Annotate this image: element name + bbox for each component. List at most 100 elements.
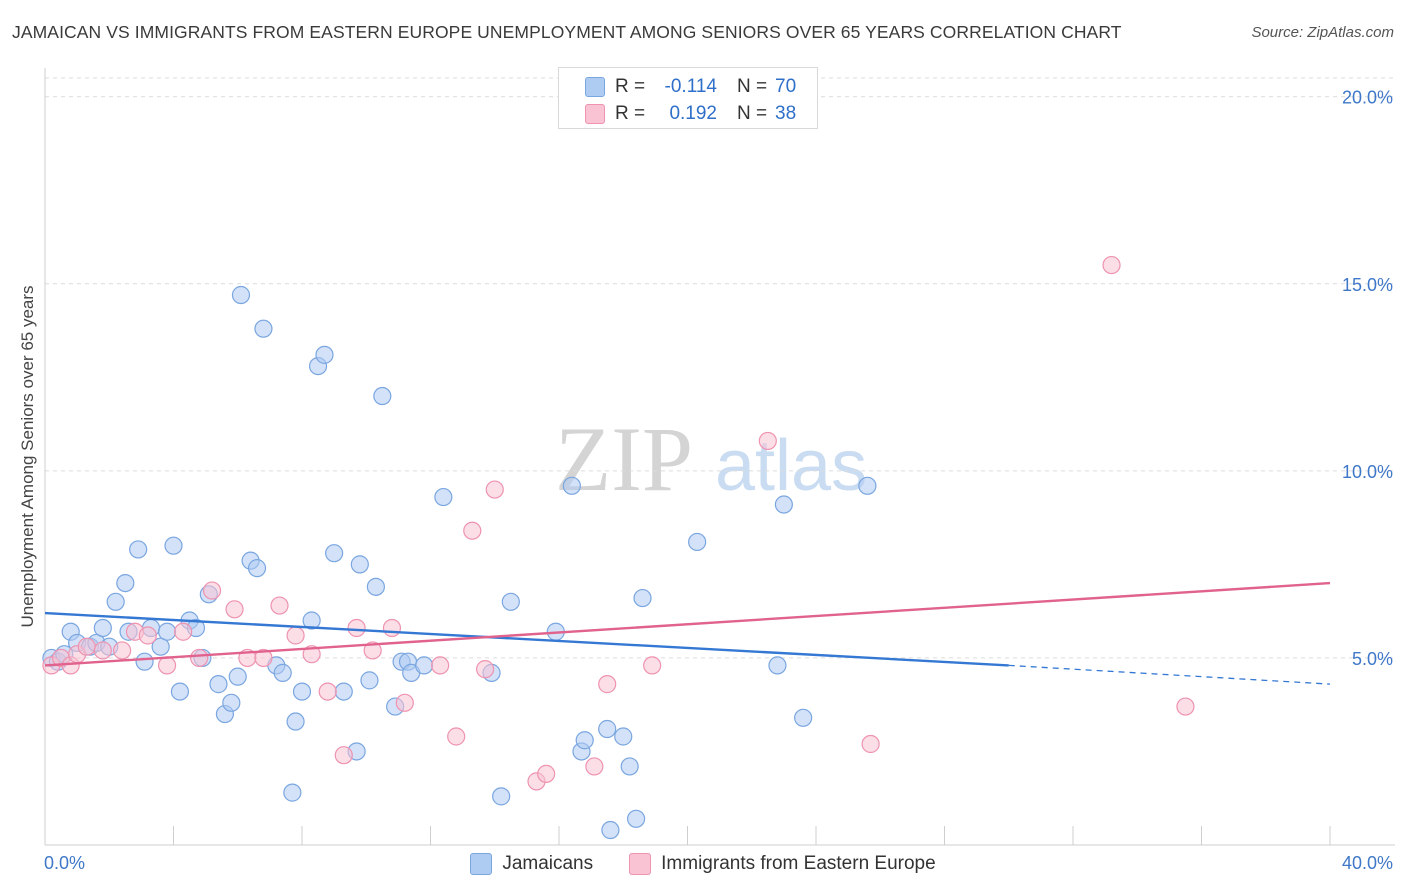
y-axis-label: Unemployment Among Seniors over 65 years	[18, 285, 37, 627]
point-eastern-europe	[447, 727, 466, 746]
point-jamaicans	[620, 757, 639, 776]
watermark-zip: ZIP	[555, 408, 693, 510]
point-eastern-europe	[112, 641, 132, 660]
point-jamaicans	[302, 611, 321, 630]
point-jamaicans	[228, 667, 247, 686]
legend-label-jamaicans: Jamaicans	[502, 853, 594, 874]
legend-n-label: N =	[737, 103, 768, 124]
point-jamaicans	[135, 652, 154, 671]
point-eastern-europe	[318, 682, 337, 701]
point-jamaicans	[325, 544, 344, 563]
point-eastern-europe	[286, 626, 305, 645]
point-eastern-europe	[270, 596, 289, 615]
point-eastern-europe	[537, 764, 556, 784]
point-eastern-europe	[138, 626, 157, 645]
point-jamaicans	[129, 540, 148, 559]
point-eastern-europe	[347, 618, 366, 638]
point-eastern-europe	[334, 746, 353, 765]
trendline-extension-jamaicans	[1008, 664, 1331, 685]
point-eastern-europe	[598, 675, 617, 694]
point-jamaicans	[601, 820, 620, 840]
point-jamaicans	[414, 656, 434, 675]
legend-n-value-eastern-europe: 38	[775, 103, 797, 124]
legend-n-value-jamaicans: 70	[775, 76, 797, 97]
point-jamaicans	[858, 476, 877, 495]
legend-row-jamaicans: R = -0.114 N = 70	[585, 74, 796, 100]
y-tick-label: 5.0%	[1352, 649, 1393, 669]
trendline-eastern-europe	[44, 581, 1331, 667]
point-eastern-europe	[585, 757, 604, 776]
x-tick-label: 0.0%	[44, 853, 85, 873]
point-jamaicans	[360, 671, 379, 690]
point-jamaicans	[93, 618, 112, 638]
legend-item-eastern-europe[interactable]: Immigrants from Eastern Europe	[629, 853, 936, 875]
point-eastern-europe	[363, 641, 382, 660]
point-jamaicans	[614, 727, 633, 746]
point-eastern-europe	[485, 480, 504, 499]
point-eastern-europe	[93, 641, 112, 660]
point-jamaicans	[315, 345, 334, 364]
series-legend: Jamaicans Immigrants from Eastern Europe	[0, 851, 1406, 877]
point-jamaicans	[334, 682, 353, 701]
legend-swatch-eastern-europe	[629, 853, 652, 875]
legend-r-value-eastern-europe: 0.192	[669, 103, 717, 124]
point-jamaicans	[366, 577, 385, 596]
point-jamaicans	[626, 809, 646, 828]
point-eastern-europe	[1102, 255, 1121, 275]
y-tick-label: 15.0%	[1342, 275, 1393, 295]
point-eastern-europe	[1176, 697, 1195, 716]
point-jamaicans	[350, 555, 369, 574]
point-eastern-europe	[157, 656, 177, 675]
point-jamaicans	[434, 487, 453, 507]
point-eastern-europe	[643, 656, 662, 675]
point-jamaicans	[273, 663, 292, 682]
trendline-jamaicans	[44, 611, 1009, 667]
point-eastern-europe	[382, 618, 402, 638]
y-tick-label: 20.0%	[1342, 88, 1393, 108]
point-jamaicans	[598, 719, 617, 739]
legend-swatch-jamaicans	[585, 77, 605, 97]
legend-r-label: R =	[615, 103, 646, 124]
legend-swatch-jamaicans	[470, 853, 493, 875]
point-jamaicans	[292, 682, 312, 701]
point-jamaicans	[151, 637, 170, 656]
point-jamaicans	[157, 622, 177, 641]
legend-label-eastern-europe: Immigrants from Eastern Europe	[661, 853, 936, 874]
point-jamaicans	[283, 783, 302, 802]
point-eastern-europe	[174, 622, 193, 641]
point-jamaicans	[688, 532, 707, 552]
legend-row-eastern-europe: R = 0.192 N = 38	[585, 101, 796, 127]
point-jamaicans	[373, 386, 392, 406]
point-eastern-europe	[302, 645, 321, 664]
point-eastern-europe	[431, 656, 450, 675]
point-eastern-europe	[758, 431, 777, 451]
legend-item-jamaicans[interactable]: Jamaicans	[470, 853, 593, 875]
point-jamaicans	[116, 573, 135, 593]
point-eastern-europe	[225, 600, 244, 619]
legend-swatch-eastern-europe	[585, 104, 605, 124]
point-jamaicans	[170, 682, 190, 701]
point-jamaicans	[562, 476, 581, 495]
point-eastern-europe	[202, 581, 222, 600]
point-jamaicans	[164, 536, 183, 555]
x-tick-label: 40.0%	[1342, 853, 1393, 873]
point-jamaicans	[501, 592, 520, 611]
y-tick-label: 10.0%	[1342, 462, 1393, 482]
point-eastern-europe	[395, 693, 414, 712]
point-jamaicans	[492, 787, 511, 806]
legend-r-label: R =	[615, 76, 646, 97]
chart-title: JAMAICAN VS IMMIGRANTS FROM EASTERN EURO…	[12, 22, 1122, 42]
point-jamaicans	[575, 731, 594, 750]
point-eastern-europe	[476, 660, 495, 679]
correlation-legend: R = -0.114 N = 70 R = 0.192 N = 38	[558, 67, 818, 129]
point-jamaicans	[633, 588, 652, 608]
point-eastern-europe	[190, 648, 209, 668]
legend-r-value-jamaicans: -0.114	[664, 76, 717, 97]
point-jamaicans	[794, 708, 813, 727]
point-eastern-europe	[861, 734, 880, 754]
point-jamaicans	[231, 285, 251, 305]
point-jamaicans	[254, 319, 273, 338]
point-jamaicans	[286, 712, 305, 731]
watermark-atlas: atlas	[715, 426, 867, 506]
